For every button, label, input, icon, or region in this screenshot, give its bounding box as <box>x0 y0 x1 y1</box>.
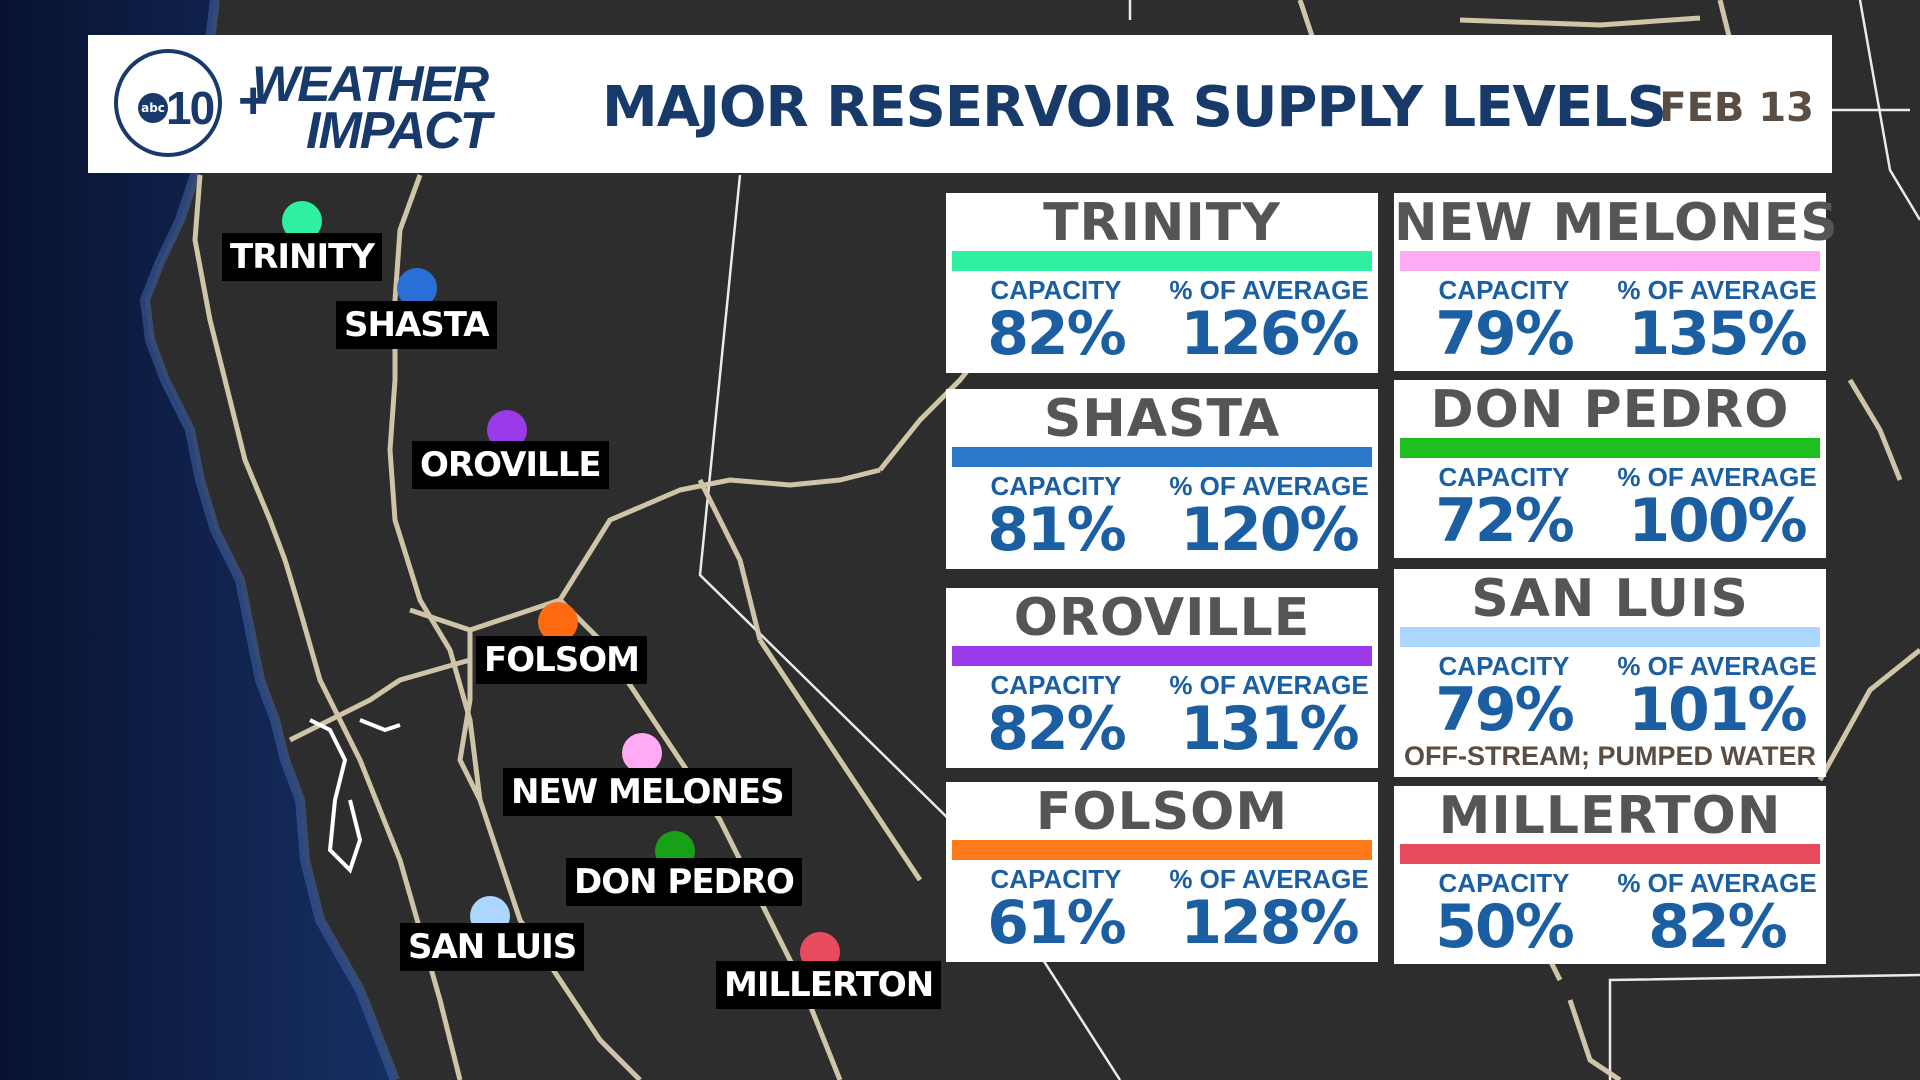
percent-average-label: % OF AVERAGE <box>1169 275 1369 305</box>
capacity-label: CAPACITY <box>1438 275 1570 305</box>
card-title: SHASTA <box>1043 389 1281 449</box>
map-label-millerton: MILLERTON <box>716 961 942 1009</box>
capacity-label: CAPACITY <box>990 471 1122 501</box>
map-label-trinity: TRINITY <box>222 233 382 281</box>
page-title: MAJOR RESERVOIR SUPPLY LEVELS <box>602 75 1667 140</box>
brand-weather: WEATHER <box>252 56 489 112</box>
percent-average-value: 100% <box>1628 486 1807 556</box>
station-logo: abc 10 <box>114 49 222 157</box>
card-color-bar <box>952 447 1372 467</box>
percent-average-value: 126% <box>1180 299 1359 369</box>
capacity-label: CAPACITY <box>990 670 1122 700</box>
card-new-melones: NEW MELONES CAPACITY % OF AVERAGE 79% 13… <box>1394 193 1839 371</box>
percent-average-label: % OF AVERAGE <box>1169 670 1369 700</box>
map-label-folsom: FOLSOM <box>476 636 648 684</box>
map-label-san-luis: SAN LUIS <box>400 923 585 971</box>
date-label: FEB 13 <box>1659 85 1814 131</box>
percent-average-value: 82% <box>1648 892 1788 962</box>
percent-average-label: % OF AVERAGE <box>1617 275 1817 305</box>
card-color-bar <box>952 251 1372 271</box>
card-shasta: SHASTA CAPACITY % OF AVERAGE 81% 120% <box>946 389 1378 569</box>
card-folsom: FOLSOM CAPACITY % OF AVERAGE 61% 128% <box>946 782 1378 962</box>
capacity-label: CAPACITY <box>1438 868 1570 898</box>
percent-average-label: % OF AVERAGE <box>1169 864 1369 894</box>
card-don-pedro: DON PEDRO CAPACITY % OF AVERAGE 72% 100% <box>1394 380 1826 558</box>
card-title: OROVILLE <box>1013 588 1311 648</box>
percent-average-value: 131% <box>1180 694 1359 764</box>
card-title: FOLSOM <box>1035 782 1289 842</box>
card-color-bar <box>1400 438 1820 458</box>
card-trinity: TRINITY CAPACITY % OF AVERAGE 82% 126% <box>946 193 1378 373</box>
card-title: TRINITY <box>1043 193 1281 253</box>
percent-average-value: 135% <box>1628 299 1807 369</box>
percent-average-label: % OF AVERAGE <box>1169 471 1369 501</box>
capacity-value: 72% <box>1435 486 1575 556</box>
header-bar: abc 10 + WEATHER IMPACT MAJOR RESERVOIR … <box>88 35 1832 173</box>
card-title: NEW MELONES <box>1394 193 1839 253</box>
card-color-bar <box>952 840 1372 860</box>
station-number: 10 <box>166 82 215 134</box>
card-san-luis: SAN LUIS CAPACITY % OF AVERAGE 79% 101% … <box>1394 569 1826 777</box>
card-color-bar <box>1400 844 1820 864</box>
map-label-new-melones: NEW MELONES <box>503 768 792 816</box>
capacity-label: CAPACITY <box>1438 462 1570 492</box>
capacity-value: 81% <box>987 495 1127 565</box>
capacity-value: 82% <box>987 299 1127 369</box>
map-label-oroville: OROVILLE <box>412 441 609 489</box>
percent-average-value: 101% <box>1628 675 1807 745</box>
marker-new-melones <box>622 733 662 773</box>
logo-plus: + <box>238 72 269 130</box>
card-color-bar <box>952 646 1372 666</box>
card-color-bar <box>1400 251 1820 271</box>
percent-average-value: 128% <box>1180 888 1359 958</box>
capacity-value: 79% <box>1435 675 1575 745</box>
brand-impact: IMPACT <box>306 102 491 160</box>
capacity-value: 79% <box>1435 299 1575 369</box>
capacity-value: 61% <box>987 888 1127 958</box>
percent-average-label: % OF AVERAGE <box>1617 651 1817 681</box>
percent-average-label: % OF AVERAGE <box>1617 868 1817 898</box>
abc-logo-mark: abc <box>138 93 168 123</box>
card-title: MILLERTON <box>1438 786 1782 846</box>
capacity-label: CAPACITY <box>990 864 1122 894</box>
capacity-value: 82% <box>987 694 1127 764</box>
card-title: SAN LUIS <box>1471 569 1749 629</box>
map-label-don-pedro: DON PEDRO <box>566 858 802 906</box>
bay-area <box>309 718 401 874</box>
card-color-bar <box>1400 627 1820 647</box>
capacity-label: CAPACITY <box>990 275 1122 305</box>
coast-glow <box>139 0 400 1080</box>
map-label-shasta: SHASTA <box>336 301 497 349</box>
capacity-label: CAPACITY <box>1438 651 1570 681</box>
percent-average-value: 120% <box>1180 495 1359 565</box>
capacity-value: 50% <box>1435 892 1575 962</box>
marker-folsom <box>538 602 578 642</box>
card-footnote: OFF-STREAM; PUMPED WATER <box>1404 741 1816 771</box>
card-millerton: MILLERTON CAPACITY % OF AVERAGE 50% 82% <box>1394 786 1826 964</box>
percent-average-label: % OF AVERAGE <box>1617 462 1817 492</box>
card-oroville: OROVILLE CAPACITY % OF AVERAGE 82% 131% <box>946 588 1378 768</box>
card-title: DON PEDRO <box>1430 380 1790 440</box>
